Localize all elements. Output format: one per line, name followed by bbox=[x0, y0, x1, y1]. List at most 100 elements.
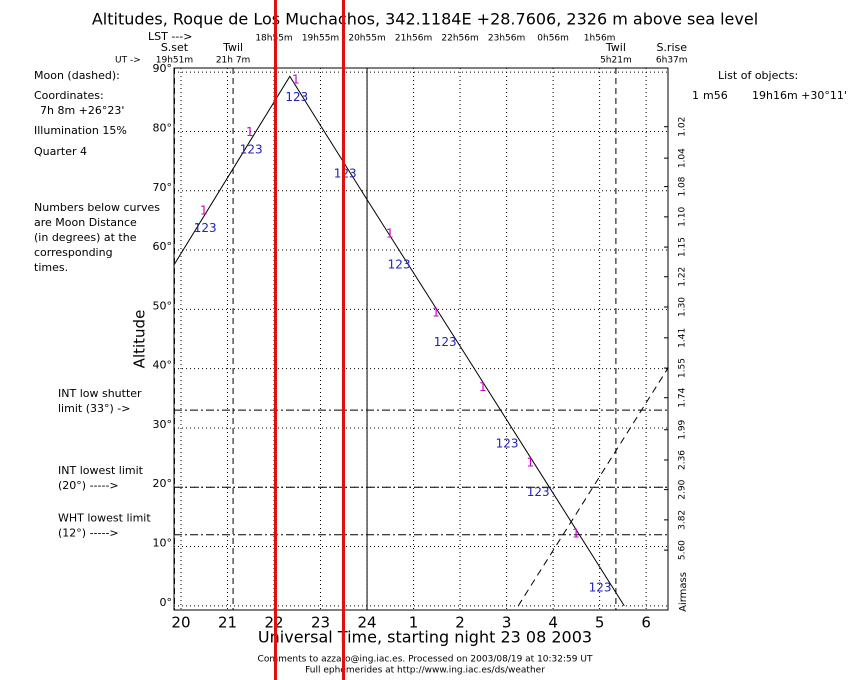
highlight-line bbox=[342, 0, 345, 680]
footer: Full ephemerides at http://www.ing.iac.e… bbox=[305, 666, 545, 676]
curve-label: 1 bbox=[386, 227, 394, 241]
moon-coords-label: Coordinates: bbox=[34, 89, 104, 102]
moon-note: are Moon Distance bbox=[34, 216, 137, 229]
moon-coords: 7h 8m +26°23' bbox=[40, 104, 124, 117]
y2-tick-label: 1.30 bbox=[678, 297, 688, 317]
event-time: 19h51m bbox=[156, 56, 193, 66]
moon-quarter: Quarter 4 bbox=[34, 145, 87, 158]
x-tick-label: 24 bbox=[357, 614, 376, 632]
y-tick-label: 90° bbox=[153, 62, 173, 75]
y-axis-label: Altitude bbox=[131, 310, 149, 369]
curve-label: 1 bbox=[479, 380, 487, 394]
curve-label: 1 bbox=[246, 125, 254, 139]
event-name: Twil bbox=[222, 41, 243, 54]
curve-label: 123 bbox=[589, 581, 612, 595]
y2-axis-label: Airmass bbox=[678, 572, 689, 612]
lst-tick-label: 23h56m bbox=[488, 34, 525, 44]
y-tick-label: 60° bbox=[153, 240, 173, 253]
lst-tick-label: 20h55m bbox=[348, 34, 385, 44]
x-tick-label: 3 bbox=[502, 614, 512, 632]
curve-label: 123 bbox=[285, 90, 308, 104]
curve-label: 123 bbox=[527, 485, 550, 499]
curve-label: 1 bbox=[572, 527, 580, 541]
y-tick-label: 80° bbox=[153, 121, 173, 134]
y2-tick-label: 1.55 bbox=[678, 358, 688, 378]
y2-tick-label: 1.08 bbox=[678, 176, 688, 196]
lst-tick-label: 1h56m bbox=[584, 34, 616, 44]
moon-illumination: Illumination 15% bbox=[34, 124, 127, 137]
curve-label: 123 bbox=[388, 257, 411, 271]
y2-tick-label: 2.90 bbox=[678, 479, 688, 499]
y-tick-label: 30° bbox=[153, 418, 173, 431]
y-tick-label: 70° bbox=[153, 181, 173, 194]
limit-label: WHT lowest limit bbox=[58, 512, 151, 525]
limit-label: (20°) -----> bbox=[58, 479, 119, 492]
highlight-line bbox=[274, 0, 277, 680]
y-tick-label: 50° bbox=[153, 299, 173, 312]
curve-label: 123 bbox=[496, 436, 519, 450]
x-axis-label: Universal Time, starting night 23 08 200… bbox=[258, 628, 592, 647]
x-tick-label: 20 bbox=[171, 614, 190, 632]
curve-label: 123 bbox=[240, 142, 263, 156]
curve-label: 1 bbox=[432, 305, 440, 319]
chart-title: Altitudes, Roque de Los Muchachos, 342.1… bbox=[92, 10, 758, 29]
event-name: S.rise bbox=[656, 41, 687, 54]
lst-tick-label: 21h56m bbox=[395, 34, 432, 44]
event-time: 6h37m bbox=[656, 56, 688, 66]
curve-label: 1 bbox=[526, 455, 534, 469]
y-tick-label: 20° bbox=[153, 477, 173, 490]
lst-tick-label: 19h55m bbox=[302, 34, 339, 44]
y2-tick-label: 1.74 bbox=[678, 387, 688, 407]
objects-heading: List of objects: bbox=[718, 69, 798, 82]
y2-tick-label: 1.10 bbox=[678, 207, 688, 227]
x-tick-label: 4 bbox=[548, 614, 558, 632]
lst-tick-label: 0h56m bbox=[537, 34, 569, 44]
curve-label: 123 bbox=[334, 167, 357, 181]
ut-label: UT -> bbox=[115, 56, 141, 66]
event-name: S.set bbox=[161, 41, 189, 54]
curve-label: 1 bbox=[200, 203, 208, 217]
event-time: 21h 7m bbox=[216, 56, 251, 66]
series-line bbox=[517, 367, 669, 607]
curve-label: 123 bbox=[194, 221, 217, 235]
object-number: 1 bbox=[692, 89, 699, 102]
footer: Comments to azzaro@ing.iac.es. Processed… bbox=[258, 655, 593, 665]
y2-tick-label: 5.60 bbox=[678, 540, 688, 560]
object-name: m56 bbox=[703, 89, 728, 102]
y2-tick-label: 1.15 bbox=[678, 237, 688, 257]
y2-tick-label: 3.82 bbox=[678, 510, 688, 530]
moon-heading: Moon (dashed): bbox=[34, 69, 120, 82]
y-tick-label: 40° bbox=[153, 359, 173, 372]
y2-tick-label: 1.99 bbox=[678, 419, 688, 439]
x-tick-label: 1 bbox=[409, 614, 419, 632]
y2-tick-label: 1.04 bbox=[678, 148, 688, 168]
moon-note: (in degrees) at the bbox=[34, 231, 137, 244]
moon-note: Numbers below curves bbox=[34, 201, 160, 214]
x-tick-label: 5 bbox=[595, 614, 605, 632]
lst-label: LST ---> bbox=[148, 30, 192, 43]
y2-tick-label: 1.41 bbox=[678, 328, 688, 348]
moon-note: corresponding bbox=[34, 246, 113, 259]
y2-tick-label: 1.22 bbox=[678, 267, 688, 287]
y-tick-label: 10° bbox=[153, 537, 173, 550]
limit-label: INT lowest limit bbox=[58, 464, 144, 477]
curve-label: 123 bbox=[434, 335, 457, 349]
lst-tick-label: 22h56m bbox=[441, 34, 478, 44]
x-tick-label: 6 bbox=[641, 614, 651, 632]
object-coords: 19h16m +30°11' bbox=[752, 89, 847, 102]
curve-label: 1 bbox=[292, 72, 300, 86]
y2-tick-label: 1.02 bbox=[678, 117, 688, 137]
y-tick-label: 0° bbox=[160, 596, 173, 609]
y2-tick-label: 2.36 bbox=[678, 450, 688, 470]
series-line bbox=[173, 75, 625, 607]
x-tick-label: 23 bbox=[311, 614, 330, 632]
x-tick-label: 21 bbox=[218, 614, 237, 632]
limit-label: INT low shutter bbox=[58, 387, 142, 400]
x-tick-label: 2 bbox=[455, 614, 465, 632]
limit-label: limit (33°) -> bbox=[58, 402, 130, 415]
event-time: 5h21m bbox=[600, 56, 632, 66]
moon-note: times. bbox=[34, 261, 68, 274]
event-name: Twil bbox=[605, 41, 626, 54]
